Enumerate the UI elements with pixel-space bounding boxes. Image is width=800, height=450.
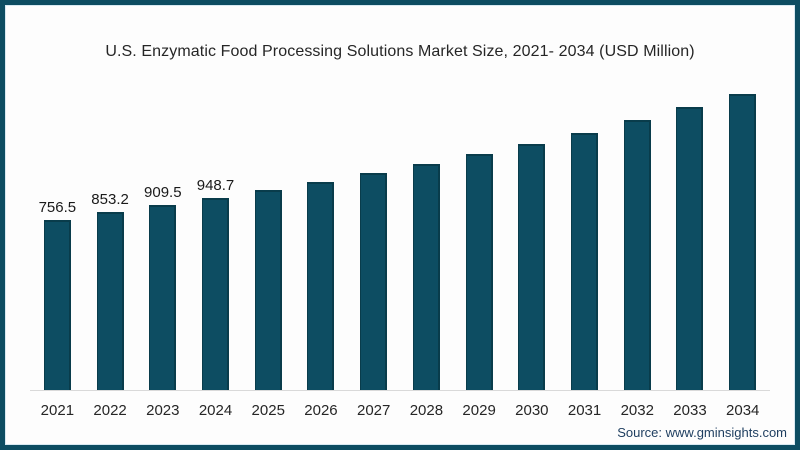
- bar: [623, 120, 651, 390]
- bar: [412, 164, 440, 390]
- bar: [360, 173, 388, 390]
- bar-column: [664, 60, 717, 390]
- bar-chart-plot: 756.5 853.2 909.5 948.7: [31, 60, 769, 390]
- bar-column: [716, 60, 769, 390]
- x-axis-label-year: 2034: [726, 402, 760, 419]
- bar-column: [453, 60, 506, 390]
- x-axis-label-year: 2030: [515, 402, 549, 419]
- bar-value-label: 948.7: [196, 177, 235, 194]
- bar-value-label: [319, 161, 323, 178]
- bar-column: [347, 60, 400, 390]
- x-axis-label-year: 2031: [567, 402, 602, 419]
- bar-column: 853.2: [84, 60, 137, 390]
- x-axis-label-year: 2023: [146, 402, 180, 419]
- bar-value-label: 909.5: [144, 184, 182, 201]
- x-axis-label-year: 2032: [620, 402, 654, 419]
- bar-value-label: [635, 99, 639, 116]
- bar-column: [295, 60, 348, 390]
- x-axis-baseline: [30, 390, 770, 391]
- bar-value-label: [582, 112, 586, 129]
- bar-column: 909.5: [136, 60, 189, 390]
- x-axis-labels: 2021 2022 2023 2024 2025 2026 2027 2028 2029 2030…: [31, 402, 769, 419]
- bar: [43, 220, 71, 390]
- x-axis-label-year: 2027: [356, 402, 391, 419]
- bar-value-label: 756.5: [38, 199, 77, 216]
- bar-value-label: [688, 86, 692, 103]
- bar: [729, 94, 757, 390]
- bar-column: 756.5: [31, 60, 84, 390]
- x-axis-label-year: 2026: [304, 402, 338, 419]
- bar: [571, 133, 599, 390]
- x-axis-label-year: 2021: [40, 402, 75, 419]
- x-axis-label-year: 2028: [409, 402, 444, 419]
- source-credit: Source: www.gminsights.com: [617, 425, 787, 440]
- bar-column: [505, 60, 558, 390]
- bar: [202, 198, 230, 390]
- bar: [254, 190, 282, 390]
- bar-value-label: 853.2: [91, 191, 129, 208]
- bar-column: [611, 60, 664, 390]
- x-axis-label-year: 2024: [198, 402, 233, 419]
- bar-value-label: [372, 152, 376, 169]
- bar: [307, 182, 335, 390]
- bar: [96, 212, 124, 390]
- bar: [518, 144, 546, 390]
- bar-column: [400, 60, 453, 390]
- chart-title: U.S. Enzymatic Food Processing Solutions…: [105, 43, 695, 60]
- bar-value-label: [477, 133, 481, 150]
- bar-value-label: [424, 143, 428, 160]
- x-axis-label-year: 2029: [462, 402, 496, 419]
- bar-value-label: [741, 73, 745, 90]
- bar-column: [558, 60, 611, 390]
- bar: [465, 154, 493, 390]
- x-axis-label-year: 2022: [93, 402, 127, 419]
- bar: [149, 205, 177, 390]
- bar-column: [242, 60, 295, 390]
- x-axis-label-year: 2025: [251, 402, 285, 419]
- x-axis-label-year: 2033: [673, 402, 707, 419]
- bar-value-label: [530, 123, 534, 140]
- bar-column: 948.7: [189, 60, 242, 390]
- bar-value-label: [266, 169, 270, 186]
- bar: [676, 107, 704, 390]
